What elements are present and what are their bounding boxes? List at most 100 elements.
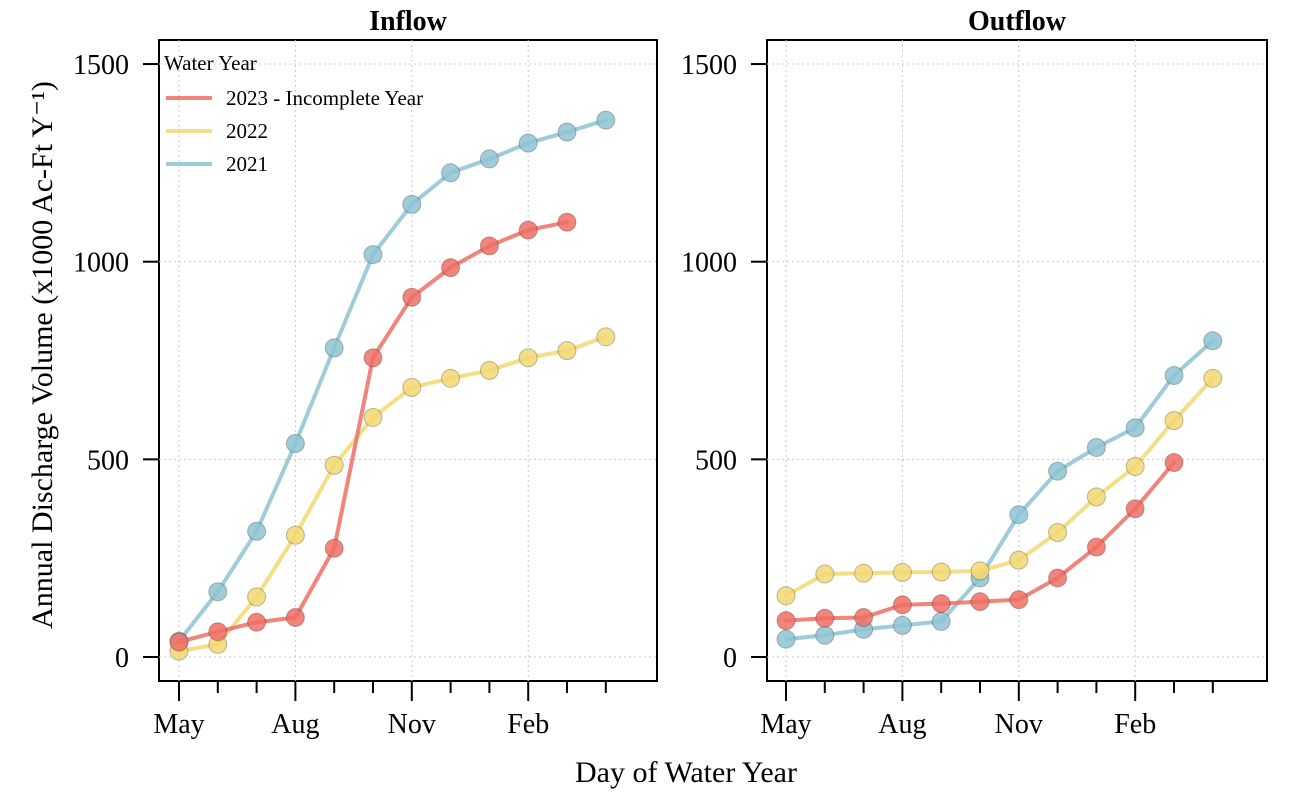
- legend: Water Year 2023 - Incomplete Year 2022 202…: [164, 51, 423, 176]
- inflow-data-point-2021: [441, 163, 461, 183]
- legend-entry-label: 2023 - Incomplete Year: [226, 86, 423, 110]
- outflow-data-point-2023: [970, 592, 990, 612]
- inflow-data-point-2021: [402, 194, 422, 214]
- legend-entry-label: 2022: [226, 119, 268, 143]
- outflow-axes: 0 500 1000 1500 May Aug Nov Feb: [681, 50, 1214, 740]
- inflow-x-tick-label: Feb: [507, 709, 549, 740]
- outflow-panel: 0 500 1000 1500 May Aug Nov Feb Outflow: [681, 6, 1268, 740]
- inflow-data-point-2022: [324, 455, 344, 475]
- inflow-y-tick-label: 1500: [73, 50, 129, 81]
- outflow-x-tick-label: Nov: [995, 709, 1043, 740]
- inflow-y-tick-label: 1000: [73, 248, 129, 279]
- outflow-data-point-2022: [1125, 456, 1145, 476]
- inflow-series: [169, 110, 616, 661]
- outflow-data-point-2023: [776, 611, 796, 631]
- outflow-data-point-2021: [1125, 418, 1145, 438]
- inflow-series-line-2022: [177, 334, 608, 654]
- outflow-data-point-2023: [1086, 537, 1106, 557]
- outflow-data-point-2021: [1164, 366, 1184, 386]
- inflow-data-point-2021: [208, 582, 228, 602]
- inflow-data-point-2023: [208, 622, 228, 642]
- outflow-data-point-2022: [1048, 522, 1068, 542]
- outflow-data-point-2021: [1086, 437, 1106, 457]
- outflow-y-tick-label: 1500: [681, 50, 737, 81]
- inflow-data-point-2022: [557, 341, 577, 361]
- inflow-y-tick-label: 0: [115, 643, 129, 674]
- outflow-data-point-2022: [931, 562, 951, 582]
- inflow-data-point-2021: [518, 133, 538, 153]
- inflow-data-point-2021: [324, 338, 344, 358]
- y-axis-title: Annual Discharge Volume (x1000 Ac-Ft Y⁻¹…: [26, 81, 59, 629]
- outflow-data-point-2023: [1009, 590, 1029, 610]
- inflow-series-line-2021: [177, 118, 608, 644]
- legend-entry-label: 2021: [226, 152, 268, 176]
- outflow-data-point-2021: [931, 611, 951, 631]
- inflow-data-point-2021: [247, 521, 267, 541]
- inflow-data-point-2023: [441, 258, 461, 278]
- inflow-x-tick-label: May: [153, 709, 204, 740]
- inflow-axes: 0 500 1000 1500 May Aug Nov Feb: [73, 50, 607, 740]
- inflow-data-point-2021: [363, 245, 383, 265]
- inflow-data-point-2022: [285, 525, 305, 545]
- outflow-data-point-2021: [1009, 505, 1029, 525]
- inflow-data-point-2022: [247, 587, 267, 607]
- inflow-y-tick-label: 500: [87, 445, 129, 476]
- outflow-x-tick-label: May: [760, 709, 811, 740]
- inflow-data-point-2022: [518, 348, 538, 368]
- outflow-data-point-2021: [1203, 331, 1223, 351]
- inflow-panel: 0 500 1000 1500 May Aug Nov Feb Inflow Water Ye…: [73, 6, 658, 740]
- inflow-data-point-2021: [596, 110, 616, 130]
- x-axis-title: Day of Water Year: [575, 756, 797, 789]
- outflow-data-point-2023: [815, 608, 835, 628]
- inflow-data-point-2022: [402, 377, 422, 397]
- inflow-data-point-2023: [169, 632, 189, 652]
- inflow-x-tick-label: Nov: [388, 709, 436, 740]
- outflow-x-tick-label: Feb: [1114, 709, 1156, 740]
- inflow-data-point-2023: [324, 538, 344, 558]
- inflow-data-point-2023: [479, 236, 499, 256]
- inflow-data-point-2021: [479, 149, 499, 169]
- inflow-data-point-2022: [441, 368, 461, 388]
- outflow-data-point-2022: [776, 586, 796, 606]
- inflow-title: Inflow: [369, 6, 448, 37]
- inflow-series-line-2023: [177, 220, 569, 644]
- outflow-data-point-2022: [970, 561, 990, 581]
- outflow-data-point-2022: [1009, 550, 1029, 570]
- outflow-data-point-2022: [1086, 487, 1106, 507]
- inflow-data-point-2023: [402, 287, 422, 307]
- inflow-data-point-2022: [596, 327, 616, 347]
- outflow-data-point-2023: [892, 595, 912, 615]
- inflow-data-point-2023: [285, 607, 305, 627]
- outflow-data-point-2022: [854, 563, 874, 583]
- inflow-plot-frame: [158, 39, 658, 682]
- inflow-data-point-2023: [557, 212, 577, 232]
- outflow-data-point-2023: [1125, 499, 1145, 519]
- outflow-y-tick-label: 0: [723, 643, 737, 674]
- inflow-data-point-2023: [518, 220, 538, 240]
- inflow-data-point-2021: [557, 122, 577, 142]
- outflow-data-point-2023: [931, 594, 951, 614]
- outflow-series: [776, 331, 1223, 649]
- outflow-y-tick-label: 500: [695, 445, 737, 476]
- inflow-data-point-2022: [363, 407, 383, 427]
- outflow-data-point-2022: [1203, 368, 1223, 388]
- outflow-y-tick-label: 1000: [681, 248, 737, 279]
- inflow-data-point-2023: [363, 348, 383, 368]
- outflow-grid: [767, 40, 1267, 681]
- outflow-data-point-2023: [854, 607, 874, 627]
- outflow-data-point-2021: [815, 625, 835, 645]
- outflow-title: Outflow: [968, 6, 1067, 37]
- outflow-data-point-2022: [815, 564, 835, 584]
- outflow-plot-frame: [766, 39, 1268, 682]
- inflow-x-tick-label: Aug: [271, 709, 319, 740]
- outflow-data-point-2022: [1164, 411, 1184, 431]
- outflow-data-point-2021: [776, 629, 796, 649]
- inflow-data-point-2022: [479, 360, 499, 380]
- inflow-data-point-2023: [247, 612, 267, 632]
- inflow-data-point-2021: [285, 434, 305, 454]
- outflow-data-point-2022: [892, 562, 912, 582]
- outflow-data-point-2021: [892, 615, 912, 635]
- outflow-data-point-2023: [1164, 453, 1184, 473]
- outflow-x-tick-label: Aug: [878, 709, 926, 740]
